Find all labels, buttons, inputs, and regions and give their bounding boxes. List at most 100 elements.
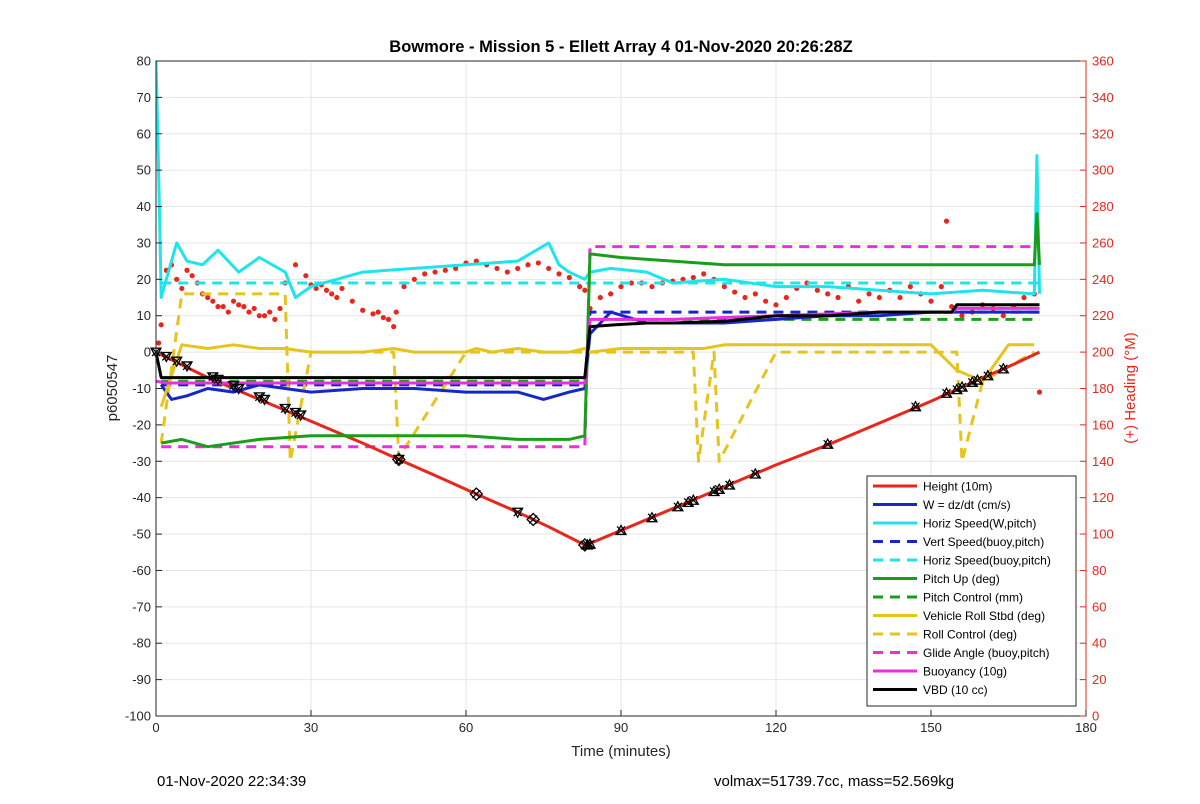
cross-marker [585,539,595,549]
up-marker [940,386,953,398]
heading-point [742,294,748,301]
y2-tick-label: 220 [1092,308,1114,323]
down-marker [170,356,183,368]
y2-tick-label: 160 [1092,417,1114,432]
up-marker [997,362,1010,374]
legend-label: W = dz/dt (cm/s) [923,498,1011,512]
y-tick-label: 0 [144,345,151,360]
y-tick-label: 50 [137,163,151,178]
cross-marker [983,371,993,381]
cross-marker [647,513,657,523]
heading-point [866,291,872,297]
down-marker [211,374,225,386]
heading-point [907,284,913,290]
heading-point [835,294,841,301]
x-tick-label: 180 [1075,720,1097,735]
cross-marker [513,507,523,517]
y-tick-label: -60 [132,563,151,578]
heading-point [380,314,386,321]
x-tick-label: 150 [920,720,942,735]
heading-point [577,284,583,290]
cross-marker [714,484,724,494]
down-marker [232,383,245,395]
heading-point [566,274,572,281]
heading-point [773,302,779,308]
y2-tick-label: 40 [1092,636,1106,651]
chart-title: Bowmore - Mission 5 - Ellett Array 4 01-… [389,38,852,56]
cross-marker [973,375,982,385]
heading-point [515,265,521,272]
y-tick-label: 10 [137,308,151,323]
cross-marker [528,515,538,524]
down-marker [392,454,405,466]
footer-volmax-mass: volmax=51739.7cc, mass=52.569kg [714,773,955,790]
heading-point [876,294,882,301]
cross-marker [394,455,404,464]
heading-point [618,284,624,290]
heading-point [401,284,407,290]
y-tick-label: -90 [132,672,151,687]
y2-tick-label: 120 [1092,490,1114,505]
heading-point [556,271,562,277]
up-marker [645,511,659,523]
x-tick-label: 120 [765,720,787,735]
heading-point [391,324,397,330]
y-tick-label: -80 [132,636,151,651]
heading-point [179,285,185,292]
heading-point [814,287,820,293]
heading-point [943,218,950,224]
legend-label: Horiz Speed(W,pitch) [923,517,1036,531]
heading-point [385,316,392,322]
down-marker [180,361,194,373]
heading-point [236,302,242,308]
heading-point [230,298,237,304]
y-tick-label: 20 [137,272,151,287]
y2-tick-label: 0 [1092,709,1099,724]
heading-point [375,309,381,315]
y2-tick-label: 60 [1092,599,1106,614]
x-axis: 0 30 60 90 120 150 180 [152,710,1097,735]
heading-point [721,284,727,290]
heading-point [334,294,340,301]
heading-point [442,267,448,273]
up-marker [981,369,994,381]
heading-point [189,273,195,279]
heading-point [546,265,552,272]
heading-point [251,305,257,312]
series-line-2 [156,61,1041,299]
heading-point [897,294,903,301]
heading-point [535,260,541,266]
legend-label: Vert Speed(buoy,pitch) [923,535,1044,549]
heading-point [370,311,376,317]
series-line-6 [161,317,1040,383]
heading-point [246,309,252,315]
cross-marker [213,374,223,384]
down-marker [258,394,271,406]
heading-point [323,287,330,293]
cross-marker [616,525,626,535]
heading-point [432,269,438,275]
heading-point [608,291,614,297]
y2-tick-label: 300 [1092,163,1114,178]
heading-point [215,304,221,310]
heading-point [184,267,190,273]
up-marker [966,375,979,387]
heading-point [339,285,345,292]
heading-point [210,298,216,304]
heading-point [360,307,366,313]
y-tick-label: 70 [137,90,151,105]
up-marker [682,496,695,508]
up-marker [707,485,721,497]
up-marker [614,524,628,536]
legend-label: Height (10m) [923,480,992,494]
heading-point [277,305,283,312]
x-tick-label: 0 [152,720,159,735]
y2-tick-label: 340 [1092,90,1114,105]
legend-box [866,475,1077,707]
x-axis-label: Time (minutes) [571,743,670,760]
heading-point [938,284,944,290]
heading-point [856,298,862,304]
heading-point [411,276,417,282]
heading-point [582,287,588,293]
y2-tick-label: 20 [1092,672,1106,687]
